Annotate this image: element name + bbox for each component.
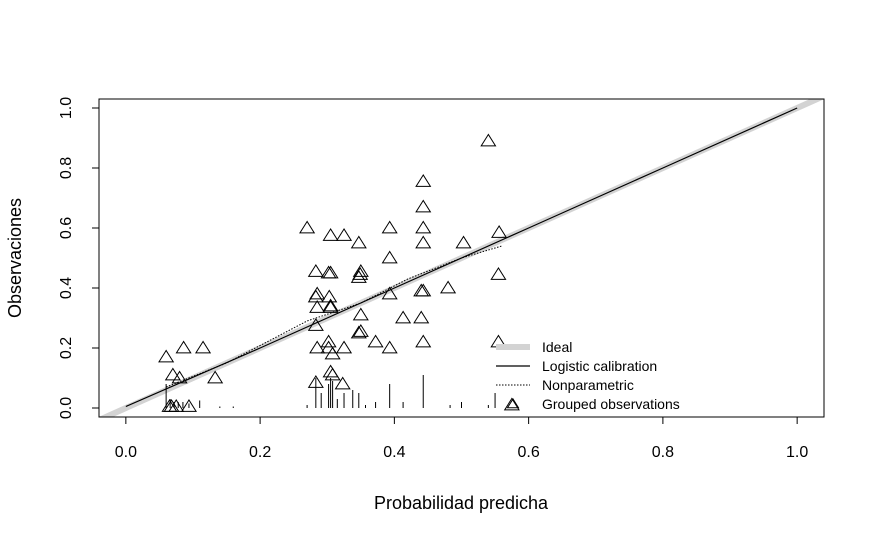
grouped-observation-point [324, 346, 341, 360]
x-tick-label: 1.0 [786, 444, 808, 461]
grouped-observation-point [335, 340, 353, 354]
grouped-observation-point [307, 264, 324, 277]
grouped-observation-point [480, 133, 497, 147]
grouped-observation-point [322, 300, 339, 313]
grouped-observation-point [413, 310, 430, 324]
grouped-observation-point [175, 340, 192, 354]
x-tick-label: 0.4 [383, 444, 405, 461]
grouped-observation-point [207, 370, 224, 384]
grouped-observation-point [299, 220, 316, 234]
grouped-observation-point [415, 283, 432, 297]
grouped-observation-point [164, 367, 181, 381]
grouped-observation-point [381, 340, 398, 354]
x-tick-label: 0.8 [652, 444, 674, 461]
grouped-observation-point [309, 300, 326, 313]
grouped-observation-point [335, 228, 353, 241]
grouped-observation-point [415, 220, 432, 234]
legend-label: Grouped observations [542, 396, 680, 412]
grouped-observation-point [352, 324, 369, 337]
grouped-observation-point [415, 174, 432, 187]
x-tick-label: 0.2 [249, 444, 271, 461]
y-axis-title: Observaciones [5, 198, 25, 318]
grouped-observation-point [171, 370, 188, 384]
grouped-observation-point [415, 199, 432, 213]
legend-triangle-icon [506, 398, 520, 409]
y-tick-label: 0.6 [58, 217, 75, 239]
grouped-observation-point [503, 397, 520, 411]
x-axis-title: Probabilidad predicha [374, 493, 549, 513]
grouped-observation-point [307, 318, 324, 331]
y-tick-label: 0.8 [58, 157, 75, 179]
grouped-observation-point [455, 235, 472, 249]
grouped-observation-point [415, 334, 432, 348]
y-tick-label: 0.2 [58, 337, 75, 359]
grouped-observation-point [320, 265, 337, 279]
grouped-observation-point [415, 235, 432, 249]
grouped-observation-point [320, 340, 337, 354]
grouped-observation-point [158, 349, 175, 363]
grouped-observation-point [350, 235, 367, 249]
grouped-observation-point [194, 340, 212, 354]
grouped-observation-point [334, 376, 351, 390]
grouped-observation-point [309, 340, 326, 354]
grouped-observation-point [307, 375, 324, 388]
y-tick-label: 1.0 [58, 97, 75, 119]
grouped-observation-point [168, 399, 185, 412]
grouped-observation-point [490, 267, 507, 280]
grouped-observation-point [352, 307, 369, 321]
grouped-observation-point [307, 289, 324, 303]
grouped-observation-point [321, 289, 338, 303]
grouped-observation-point [324, 367, 341, 381]
grouped-observation-point [350, 325, 367, 339]
grouped-observation-point [322, 228, 339, 241]
grouped-observation-point [320, 334, 337, 348]
grouped-observation-point [322, 298, 339, 312]
grouped-observation-point [367, 334, 384, 348]
legend-label: Ideal [542, 339, 572, 355]
x-tick-label: 0.6 [518, 444, 540, 461]
grouped-observation-point [350, 270, 367, 283]
grouped-observation-point [352, 264, 369, 277]
y-tick-label: 0.4 [58, 277, 75, 299]
legend-label: Logistic calibration [542, 358, 657, 374]
grouped-observation-point [491, 225, 508, 238]
grouped-observation-point [180, 399, 198, 412]
grouped-observation-point [440, 280, 457, 294]
grouped-observation-point [381, 286, 398, 300]
grouped-observation-point [381, 250, 398, 264]
legend: Ideal Logistic calibration Nonparametric Gr… [496, 339, 680, 412]
grouped-observation-point [395, 310, 412, 324]
logistic-calibration-line [125, 107, 798, 408]
y-tick-label: 0.0 [58, 397, 75, 419]
x-tick-label: 0.0 [115, 444, 137, 461]
grouped-observation-point [381, 220, 398, 234]
legend-label: Nonparametric [542, 377, 634, 393]
